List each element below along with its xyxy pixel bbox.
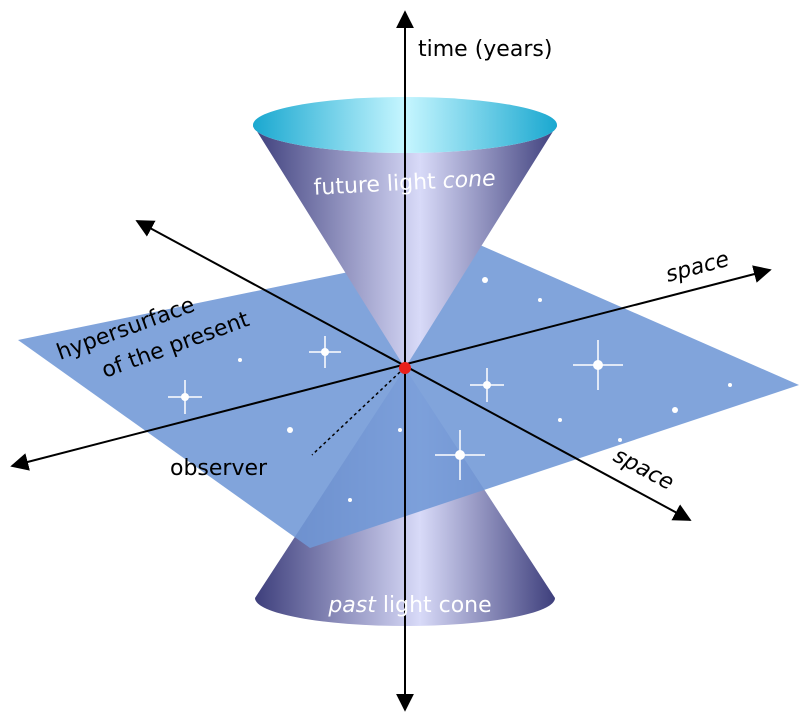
time-axis-label: time (years) [418, 37, 552, 62]
observer-label: observer [170, 456, 268, 481]
observer-pointer [311, 371, 401, 456]
space-label: space [609, 443, 678, 495]
space-axis [10, 265, 772, 471]
label-part: past [327, 593, 377, 618]
past-cone-label: past light cone [327, 593, 491, 618]
observer-point [399, 362, 411, 374]
label-part: cone [442, 166, 496, 194]
label-part: light cone [383, 593, 492, 618]
